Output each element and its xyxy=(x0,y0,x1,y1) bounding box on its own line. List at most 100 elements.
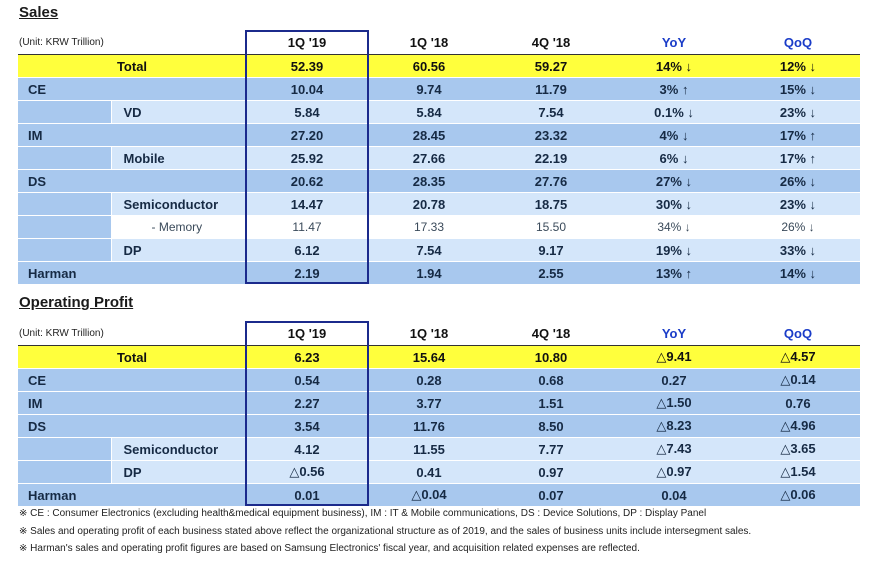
op-row-harman: Harman 0.01 △0.04 0.07 0.04 △0.06 xyxy=(18,483,860,507)
sales-cell-4: 17% ↑ xyxy=(736,146,860,170)
sales-row-label: CE xyxy=(18,77,246,101)
sales-cell-0: 6.12 xyxy=(246,238,368,262)
sales-cell-0: 25.92 xyxy=(246,146,368,170)
op-header-1: 1Q '18 xyxy=(409,326,449,341)
sales-cell-1: 5.84 xyxy=(368,100,490,124)
sales-table: Total 52.39 60.56 59.27 14% ↓ 12% ↓ CE 10.04 9.7… xyxy=(18,55,860,285)
sales-cell-1: 1.94 xyxy=(368,261,490,285)
op-cell-4: 0.76 xyxy=(736,391,860,415)
op-cell-3: 0.04 xyxy=(612,483,736,507)
footnote-3: ※ Harman's sales and operating profit fi… xyxy=(19,543,640,554)
sales-cell-3: 14% ↓ xyxy=(612,55,736,78)
op-cell-2: 10.80 xyxy=(490,346,612,369)
op-row-ce: CE 0.54 0.28 0.68 0.27 △0.14 xyxy=(18,368,860,392)
sales-row-label: Total xyxy=(18,55,246,78)
op-row-semiconductor: Semiconductor 4.12 11.55 7.77 △7.43 △3.65 xyxy=(18,437,860,461)
op-cell-3: △9.41 xyxy=(612,346,736,369)
op-top-rule xyxy=(18,345,860,346)
sales-cell-4: 23% ↓ xyxy=(736,100,860,124)
sales-row-label: - Memory xyxy=(111,215,246,239)
sales-cell-1: 60.56 xyxy=(368,55,490,78)
sales-unit: (Unit: KRW Trillion) xyxy=(19,37,104,48)
op-cell-4: △0.06 xyxy=(736,483,860,507)
op-cell-2: 0.68 xyxy=(490,368,612,392)
sales-cell-3: 3% ↑ xyxy=(612,77,736,101)
sales-cell-2: 22.19 xyxy=(490,146,612,170)
sales-cell-4: 15% ↓ xyxy=(736,77,860,101)
sales-header-0: 1Q '19 xyxy=(287,35,327,50)
sales-row-im: IM 27.20 28.45 23.32 4% ↓ 17% ↑ xyxy=(18,123,860,147)
op-category-spacer xyxy=(18,437,112,461)
op-cell-1: 0.28 xyxy=(368,368,490,392)
sales-cell-1: 27.66 xyxy=(368,146,490,170)
op-table: Total 6.23 15.64 10.80 △9.41 △4.57 CE 0.54 0.28 0… xyxy=(18,346,860,507)
op-cell-3: △8.23 xyxy=(612,414,736,438)
op-cell-4: △4.57 xyxy=(736,346,860,369)
op-row-label: DS xyxy=(18,414,246,438)
sales-cell-3: 6% ↓ xyxy=(612,146,736,170)
op-cell-1: 15.64 xyxy=(368,346,490,369)
sales-cell-3: 19% ↓ xyxy=(612,238,736,262)
sales-row-semiconductor: Semiconductor 14.47 20.78 18.75 30% ↓ 23% ↓ xyxy=(18,192,860,216)
sales-cell-1: 17.33 xyxy=(368,215,490,239)
op-cell-4: △3.65 xyxy=(736,437,860,461)
sales-cell-0: 20.62 xyxy=(246,169,368,193)
sales-cell-4: 17% ↑ xyxy=(736,123,860,147)
sales-cell-3: 27% ↓ xyxy=(612,169,736,193)
sales-cell-1: 9.74 xyxy=(368,77,490,101)
op-header-4: QoQ xyxy=(783,326,813,341)
op-cell-1: 0.41 xyxy=(368,460,490,484)
op-row-label: Semiconductor xyxy=(111,437,246,461)
sales-cell-0: 5.84 xyxy=(246,100,368,124)
sales-cell-0: 11.47 xyxy=(246,215,368,239)
sales-cell-1: 28.45 xyxy=(368,123,490,147)
sales-cell-2: 27.76 xyxy=(490,169,612,193)
op-cell-1: 11.55 xyxy=(368,437,490,461)
sales-row-vd: VD 5.84 5.84 7.54 0.1% ↓ 23% ↓ xyxy=(18,100,860,124)
sales-cell-0: 27.20 xyxy=(246,123,368,147)
sales-cell-0: 2.19 xyxy=(246,261,368,285)
op-cell-0: 6.23 xyxy=(246,346,368,369)
sales-cell-4: 33% ↓ xyxy=(736,238,860,262)
op-header-3: YoY xyxy=(661,326,687,341)
sales-cell-2: 2.55 xyxy=(490,261,612,285)
op-cell-2: 1.51 xyxy=(490,391,612,415)
sales-cell-2: 15.50 xyxy=(490,215,612,239)
sales-cell-2: 59.27 xyxy=(490,55,612,78)
sales-cell-3: 34% ↓ xyxy=(612,215,736,239)
sales-header-1: 1Q '18 xyxy=(409,35,449,50)
sales-cell-1: 28.35 xyxy=(368,169,490,193)
sales-cell-0: 14.47 xyxy=(246,192,368,216)
sales-category-spacer xyxy=(18,100,112,124)
sales-cell-2: 7.54 xyxy=(490,100,612,124)
sales-category-spacer xyxy=(18,238,112,262)
sales-cell-0: 52.39 xyxy=(246,55,368,78)
op-row-im: IM 2.27 3.77 1.51 △1.50 0.76 xyxy=(18,391,860,415)
op-cell-4: △0.14 xyxy=(736,368,860,392)
op-row-label: CE xyxy=(18,368,246,392)
op-cell-3: △0.97 xyxy=(612,460,736,484)
sales-cell-4: 12% ↓ xyxy=(736,55,860,78)
sales-row-label: Mobile xyxy=(111,146,246,170)
sales-header-4: QoQ xyxy=(783,35,813,50)
sales-row-label: DP xyxy=(111,238,246,262)
op-cell-1: 3.77 xyxy=(368,391,490,415)
sales-cell-3: 0.1% ↓ xyxy=(612,100,736,124)
op-cell-3: △7.43 xyxy=(612,437,736,461)
op-cell-4: △1.54 xyxy=(736,460,860,484)
op-cell-0: 2.27 xyxy=(246,391,368,415)
op-cell-0: 4.12 xyxy=(246,437,368,461)
sales-row-label: Semiconductor xyxy=(111,192,246,216)
op-row-label: Harman xyxy=(18,483,246,507)
sales-cell-3: 13% ↑ xyxy=(612,261,736,285)
footnote-2: ※ Sales and operating profit of each bus… xyxy=(19,526,752,537)
sales-row-label: IM xyxy=(18,123,246,147)
op-row-ds: DS 3.54 11.76 8.50 △8.23 △4.96 xyxy=(18,414,860,438)
op-row-total: Total 6.23 15.64 10.80 △9.41 △4.57 xyxy=(18,346,860,369)
op-row-dp: DP △0.56 0.41 0.97 △0.97 △1.54 xyxy=(18,460,860,484)
op-row-label: DP xyxy=(111,460,246,484)
sales-row-label: DS xyxy=(18,169,246,193)
op-cell-3: 0.27 xyxy=(612,368,736,392)
op-cell-3: △1.50 xyxy=(612,391,736,415)
sales-cell-2: 18.75 xyxy=(490,192,612,216)
